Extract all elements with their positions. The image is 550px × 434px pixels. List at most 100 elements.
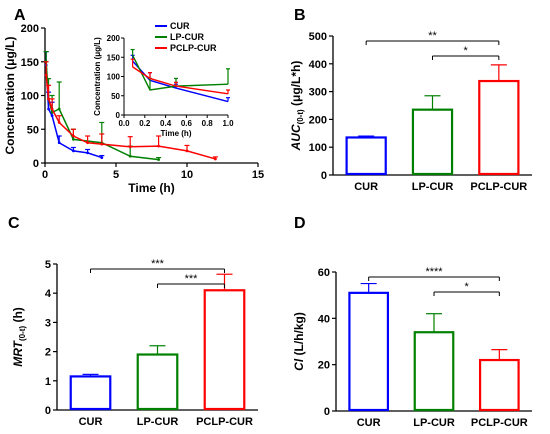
y-tick-label: 1: [45, 376, 51, 388]
x-tick-label: CUR: [79, 416, 103, 428]
y-tick-label: 3: [45, 317, 51, 329]
bar-lp-cur: [411, 108, 454, 176]
y-tick-label: 2: [45, 347, 51, 359]
y-tick-label: 4: [45, 288, 52, 300]
bar-cur: [69, 375, 112, 411]
inset-x-axis-title: Time (h): [161, 129, 192, 138]
x-tick-label: PCLP-CUR: [196, 416, 253, 428]
inset-x-tick-label: 0.6: [181, 119, 193, 128]
y-tick-label: 400: [309, 59, 327, 71]
inset-x-tick-label: 0.8: [202, 119, 214, 128]
y-tick-label: 100: [21, 91, 39, 103]
inset-x-tick-label: 0.2: [139, 119, 151, 128]
panel-letter-d: D: [294, 215, 306, 232]
y-tick-label: 5: [45, 259, 51, 271]
inset-x-tick-label: 0.4: [160, 119, 172, 128]
significance-label: ***: [151, 258, 165, 270]
bar-lp-cur: [136, 353, 179, 411]
y-tick-label: 60: [318, 267, 330, 279]
y-tick-label: 100: [309, 142, 327, 154]
inset-x-tick-label: 0.0: [118, 119, 130, 128]
y-tick-label: 0: [45, 405, 51, 417]
x-tick-label: CUR: [354, 181, 378, 193]
inset-y-tick-label: 0: [116, 111, 121, 120]
bar-lp-cur: [413, 331, 455, 412]
data-point-pclp-cur: [214, 157, 217, 161]
y-tick-label: 0: [321, 170, 327, 182]
data-point-pclp-cur: [100, 142, 104, 146]
bar-pclp-cur: [478, 79, 520, 176]
data-point-pclp-cur: [157, 144, 161, 148]
y-tick-label: 0: [324, 406, 330, 418]
panel-letter-a: A: [14, 7, 26, 24]
data-point-pclp-cur: [47, 97, 50, 101]
x-tick-label: 10: [181, 169, 193, 181]
inset-x-tick-label: 1.0: [222, 119, 234, 128]
bar-cur: [345, 136, 387, 176]
y-axis-title: Cl (L/h/kg): [292, 312, 306, 371]
significance-label: ***: [185, 273, 199, 285]
legend-label-pclp-cur: PCLP-CUR: [170, 43, 217, 53]
data-point-pclp-cur: [128, 145, 132, 149]
inset-chart: 0 50 100 150 200 0.0 0.2 0.4 0.6 0.8 1.0 Time (h) Co…: [93, 34, 234, 138]
significance-label: **: [428, 30, 437, 42]
data-point-lp-cur: [57, 107, 61, 111]
data-point-cur: [50, 114, 54, 118]
inset-y-tick-label: 150: [107, 53, 121, 62]
data-point-pclp-cur: [50, 107, 54, 111]
y-axis-title: Concentration (μg/L): [3, 37, 17, 155]
bar-pclp-cur: [203, 289, 246, 411]
panel-c: C 0 1 2 3 4 5 MRT(0-t) (h) CUR LP-CUR PCLP-CUR *** *…: [8, 215, 258, 428]
significance-label: *: [465, 281, 470, 293]
x-tick-label: LP-CUR: [413, 417, 455, 429]
data-point-cur: [72, 149, 75, 153]
data-point-lp-cur: [72, 137, 75, 141]
x-tick-label: PCLP-CUR: [471, 417, 528, 429]
data-point-pclp-cur: [185, 149, 189, 153]
x-tick-label: CUR: [357, 417, 381, 429]
bar-cur: [348, 291, 390, 412]
panel-letter-b: B: [294, 7, 306, 24]
x-axis-title: Time (h): [128, 181, 174, 195]
x-tick-label: 5: [113, 169, 119, 181]
data-point-cur: [100, 156, 104, 160]
data-point-pclp-cur: [72, 134, 75, 138]
inset-series-line-pclp-cur: [132, 66, 229, 95]
significance-label: *: [464, 45, 469, 57]
y-tick-label: 200: [21, 23, 39, 35]
bar-pclp-cur: [478, 358, 520, 412]
inset-y-tick-label: 100: [107, 73, 121, 82]
inset-y-tick-label: 200: [107, 34, 121, 43]
y-tick-label: 300: [309, 87, 327, 99]
inset-y-axis-title: Concentration (μg/L): [93, 37, 102, 116]
x-tick-label: 0: [42, 169, 48, 181]
y-tick-label: 40: [318, 313, 330, 325]
inset-y-tick-label: 50: [111, 92, 120, 101]
legend-label-cur: CUR: [170, 21, 190, 31]
y-axis-title: AUC(0-t) (μg/L*h): [289, 61, 305, 152]
data-point-cur: [57, 141, 61, 145]
x-tick-label: 15: [252, 169, 264, 181]
data-point-lp-cur: [157, 158, 161, 162]
inset-series-line-lp-cur: [132, 55, 229, 91]
data-point-cur: [86, 151, 89, 155]
data-point-pclp-cur: [57, 121, 61, 124]
y-tick-label: 500: [309, 31, 327, 43]
panel-b: B 0 100 200 300 400 500 AUC(0-t) (μg/L*h) CUR LP-…: [289, 7, 532, 193]
y-tick-label: 200: [309, 114, 327, 126]
data-point-pclp-cur: [44, 73, 48, 77]
y-tick-label: 20: [318, 360, 330, 372]
x-tick-label: PCLP-CUR: [470, 181, 527, 193]
y-axis-title: MRT(0-t) (h): [11, 307, 27, 367]
data-point-lp-cur: [128, 154, 132, 158]
data-point-pclp-cur: [86, 141, 89, 145]
data-point-cur: [47, 107, 50, 111]
x-tick-label: LP-CUR: [137, 416, 179, 428]
inset-series-line-cur: [132, 60, 229, 103]
panel-letter-c: C: [8, 215, 20, 232]
y-tick-label: 0: [33, 158, 39, 170]
panel-a: A 0 50 100 150 200 0 5 10 15 Time (h) Concentration…: [3, 7, 264, 195]
